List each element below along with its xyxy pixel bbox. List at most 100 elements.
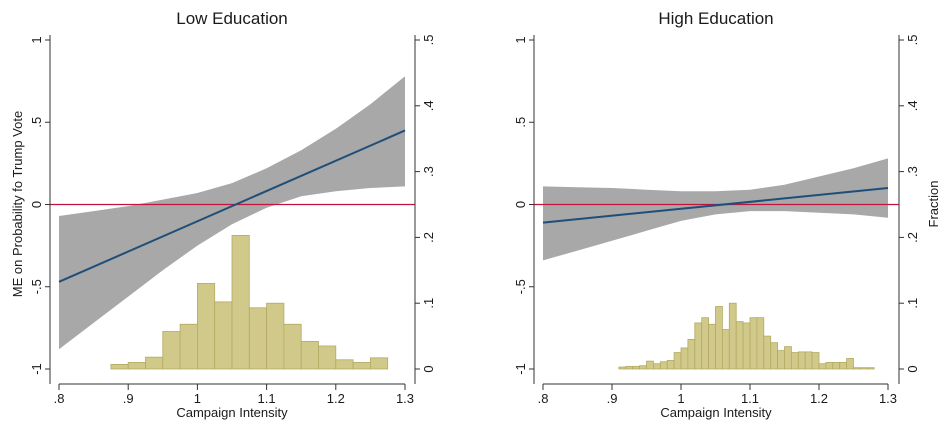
y-axis-label: ME on Probability fo Trump Vote <box>10 111 25 297</box>
histogram-bar <box>687 338 696 370</box>
histogram-bar <box>248 307 268 370</box>
x-axis-label: Campaign Intensity <box>660 405 772 420</box>
histogram-bar <box>618 366 627 370</box>
x-axis-label: Campaign Intensity <box>176 405 288 420</box>
y-tick-label: .5 <box>29 117 44 128</box>
histogram-bar <box>694 322 703 370</box>
histogram-bar <box>625 365 634 370</box>
histogram-bar <box>179 323 198 370</box>
histogram-bar <box>770 342 779 370</box>
histogram-bar <box>673 352 682 370</box>
histogram-bar <box>632 365 641 370</box>
x-tick-label: 1 <box>194 391 201 406</box>
y2-tick-label: 0 <box>905 365 920 372</box>
histogram-bar <box>791 352 799 370</box>
histogram-bar <box>853 367 861 370</box>
histogram-bar <box>763 335 772 370</box>
histogram-bar <box>708 323 716 370</box>
histogram-bar <box>214 301 233 370</box>
histogram-bar <box>825 362 834 370</box>
y2-tick-label: .3 <box>905 166 920 177</box>
x-tick-label: 1.2 <box>810 391 828 406</box>
axes: .8 .9 1 1.1 1.2 1.3 -1 -.5 0 .5 1 0 .1 .2 .3 .4 .5 <box>513 35 920 406</box>
histogram-bar <box>715 306 723 370</box>
axes: .8 .9 1 1.1 1.2 1.3 -1 -.5 0 .5 1 0 .1 .2 .3 .4 .5 <box>29 35 436 406</box>
histogram-bar <box>162 331 181 370</box>
histogram-bar <box>797 351 806 370</box>
y2-tick-label: .1 <box>421 298 436 309</box>
histogram-bar <box>127 362 146 370</box>
y-tick-label: -1 <box>513 363 528 375</box>
histogram-bar <box>639 365 647 370</box>
histogram-bar <box>804 351 813 370</box>
confidence-band <box>59 76 405 350</box>
x-tick-label: .8 <box>54 391 65 406</box>
x-tick-label: .8 <box>538 391 549 406</box>
histogram-bar <box>231 235 250 370</box>
y-tick-label: 0 <box>513 201 528 208</box>
histogram-bar <box>145 356 164 370</box>
y2-tick-label: .1 <box>905 298 920 309</box>
y-tick-label: -.5 <box>513 279 528 294</box>
histogram-bar <box>646 360 654 370</box>
y2-tick-label: .2 <box>421 232 436 243</box>
y2-tick-label: .4 <box>905 100 920 111</box>
histogram-bar <box>722 329 730 370</box>
histogram-bar <box>832 362 841 370</box>
marginal-effect-line <box>542 187 889 224</box>
histogram-bar <box>756 317 765 370</box>
histogram-bar <box>846 358 854 370</box>
histogram-bar <box>283 323 302 370</box>
x-tick-label: .9 <box>123 391 134 406</box>
marginal-effect-line <box>58 129 406 283</box>
fraction-histogram <box>618 302 875 370</box>
histogram-bar <box>735 321 744 370</box>
histogram-bar <box>749 317 758 370</box>
histogram-bar <box>369 357 389 370</box>
y2-tick-label: 0 <box>421 365 436 372</box>
histogram-bar <box>335 359 354 370</box>
y2-tick-label: .4 <box>421 100 436 111</box>
histogram-bar <box>811 352 820 370</box>
histogram-bar <box>839 362 848 370</box>
y-tick-label: -.5 <box>29 279 44 294</box>
histogram-bar <box>266 302 285 370</box>
histogram-bar <box>742 322 751 370</box>
histogram-bar <box>818 363 827 370</box>
histogram-bar <box>860 367 868 370</box>
histogram-bar <box>659 361 668 370</box>
x-tick-label: 1.3 <box>879 391 897 406</box>
high-education-panel: .8 .9 1 1.1 1.2 1.3 -1 -.5 0 .5 1 0 .1 .2 .3 .4 .5 High … <box>513 9 941 420</box>
histogram-bar <box>318 345 337 370</box>
y2-tick-label: .5 <box>905 35 920 46</box>
histogram-bar <box>728 302 737 370</box>
low-education-panel: .8 .9 1 1.1 1.2 1.3 -1 -.5 0 .5 1 0 .1 .2 .3 .4 .5 Low E… <box>10 9 436 420</box>
histogram-bar <box>653 363 661 370</box>
chart-title: Low Education <box>176 9 288 28</box>
y-tick-label: .5 <box>513 117 528 128</box>
y-tick-label: -1 <box>29 363 44 375</box>
x-tick-label: 1.1 <box>741 391 759 406</box>
y2-tick-label: .3 <box>421 166 436 177</box>
y-tick-label: 1 <box>29 36 44 43</box>
histogram-bar <box>866 367 875 370</box>
histogram-bar <box>300 340 319 370</box>
histogram-bar <box>701 317 710 370</box>
histogram-bar <box>666 360 675 370</box>
histogram-bar <box>777 350 785 370</box>
y2-axis-label: Fraction <box>926 181 941 228</box>
chart-title: High Education <box>658 9 773 28</box>
y-tick-label: 1 <box>513 36 528 43</box>
histogram-bar <box>680 347 689 370</box>
histogram-bar <box>784 346 792 370</box>
y2-tick-label: .5 <box>421 35 436 46</box>
histogram-bar <box>352 362 371 370</box>
histogram-bar <box>196 283 216 370</box>
confidence-band <box>543 158 888 261</box>
histogram-bar <box>110 363 129 370</box>
y2-tick-label: .2 <box>905 232 920 243</box>
x-tick-label: 1 <box>677 391 684 406</box>
fraction-histogram <box>110 235 389 370</box>
x-tick-label: 1.2 <box>327 391 345 406</box>
